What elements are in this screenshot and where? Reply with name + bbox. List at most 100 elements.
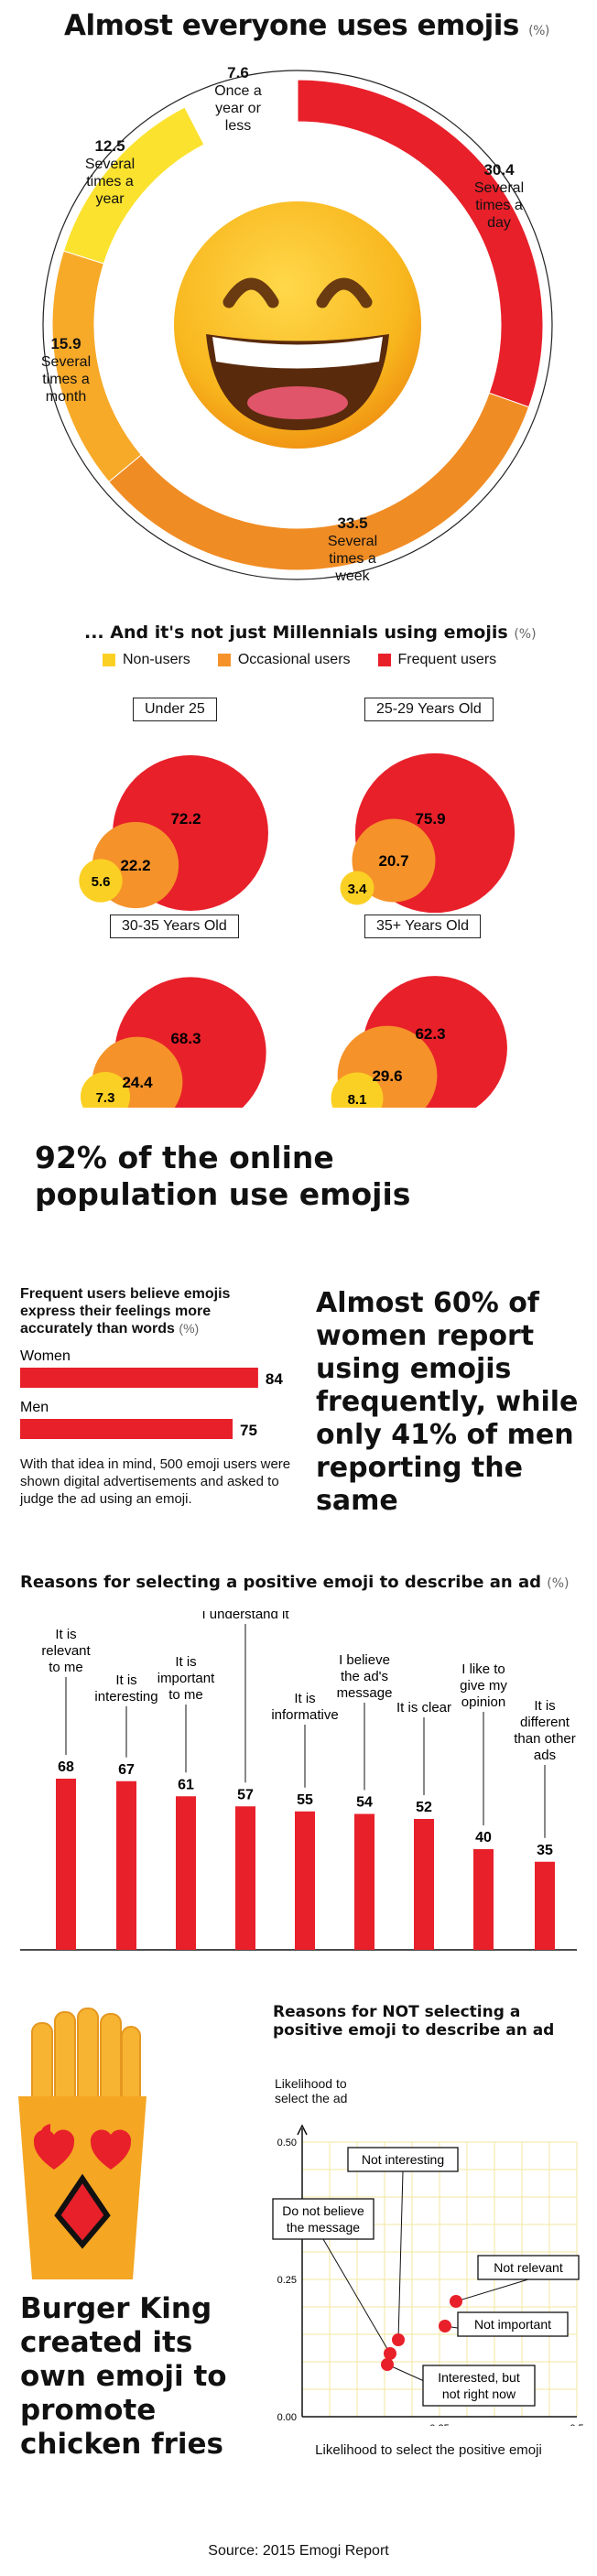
reasons-category-label: It is clear: [396, 1700, 451, 1716]
reasons-bar-group-it-is-important-to-me: 61 It is important to me: [157, 1654, 215, 1950]
scatter-xtick: 0.5: [570, 2423, 583, 2426]
age-label-25-29: 25-29 Years Old: [364, 698, 494, 721]
women-stat: Almost 60% of women report using emojis …: [316, 1287, 579, 1517]
scatter-point-interested-but-not-right-now: Interested, but not right now: [381, 2358, 536, 2407]
scatter-point-do-not-believe-the-message: Do not believe the message: [272, 2198, 396, 2360]
bubble-group-35-years-old: 62.3 29.6 8.1: [331, 976, 507, 1108]
feelings-bar-men: [20, 1419, 233, 1439]
ring-text-year: Several times a year: [84, 157, 136, 207]
scatter-title: Reasons for NOT selecting a positive emo…: [273, 2003, 555, 2040]
reasons-bar: [354, 1813, 374, 1950]
ring-title-text: Almost everyone uses emojis: [64, 9, 519, 42]
ring-text-once: Once a year or less: [214, 83, 262, 134]
ring-label-several-month: 15.9 Several times a month: [20, 335, 112, 406]
bubble-group-30-35-years-old: 68.3 24.4 7.3: [80, 977, 266, 1108]
legend-occasional-users: Occasional users: [217, 652, 351, 668]
reasons-value: 54: [356, 1795, 373, 1811]
reasons-bar: [235, 1806, 255, 1950]
scatter-label-box: [422, 2365, 536, 2407]
bubble-non-user: [79, 859, 123, 903]
bubble-frequent-label: 75.9: [415, 810, 445, 828]
reasons-category-label: I believe the ad's message: [337, 1652, 393, 1701]
legend-non-users: Non-users: [103, 652, 190, 668]
scatter-label-box: [272, 2198, 374, 2240]
bubble-non-user: [80, 1071, 131, 1108]
ring-text-week: Several times a week: [327, 534, 378, 584]
ring-label-several-week: 33.5 Several times a week: [307, 514, 398, 585]
reasons-category-label: It is informative: [271, 1691, 338, 1723]
reasons-bar: [116, 1780, 136, 1950]
reasons-value: 40: [475, 1830, 492, 1845]
feelings-title: Frequent users believe emojis express th…: [20, 1285, 277, 1337]
reasons-value: 67: [118, 1762, 135, 1778]
reasons-bar-group-i-believe-the-ad-s-message: 54 I believe the ad's message: [337, 1652, 393, 1950]
ring-label-several-year: 12.5 Several times a year: [73, 137, 147, 208]
reasons-value: 68: [58, 1759, 74, 1775]
reasons-title-text: Reasons for selecting a positive emoji t…: [20, 1573, 541, 1592]
scatter-ytick: 0.50: [277, 2138, 297, 2148]
age-label-under-25: Under 25: [133, 698, 217, 721]
bubble-occasional-label: 24.4: [122, 1074, 153, 1091]
legend-swatch: [217, 654, 231, 666]
scatter-point-label: Not relevant: [494, 2260, 563, 2275]
reasons-bar-group-i-understand-it: 57 I understand it: [201, 1611, 289, 1950]
ring-title: Almost everyone uses emojis (%): [64, 9, 549, 42]
feelings-category-women: Women: [20, 1348, 71, 1364]
bubble-group-under-25: 72.2 22.2 5.6: [79, 755, 268, 911]
scatter-chart: 0.00 0.25 0.50 0.25 0.5 Not interesting Do not…: [272, 2124, 584, 2426]
reasons-category-label: It is relevant to me: [41, 1627, 91, 1675]
reasons-category-label: It is different than other ads: [514, 1698, 576, 1763]
ring-chart: [42, 70, 553, 580]
feelings-bar-chart: Women 84 Men 75: [20, 1348, 283, 1439]
ring-title-unit: (%): [528, 24, 549, 38]
age-label-30-35: 30-35 Years Old: [110, 915, 239, 938]
bubble-non-user-label: 5.6: [92, 874, 111, 890]
bubble-occasional-label: 20.7: [378, 852, 408, 870]
legend-label: Frequent users: [397, 652, 497, 667]
scatter-label-box: [457, 2311, 569, 2337]
scatter-ylabel: Likelihood to select the ad: [275, 2076, 348, 2105]
legend-frequent-users: Frequent users: [377, 652, 497, 668]
bubble-occasional-label: 22.2: [120, 857, 150, 874]
scatter-ytick: 0.25: [277, 2275, 297, 2286]
source-note: Source: 2015 Emogi Report: [208, 2543, 389, 2559]
burger-king-text: Burger King created its own emoji to pro…: [20, 2292, 227, 2461]
reasons-bar-group-it-is-interesting: 67 It is interesting: [94, 1672, 158, 1950]
stat-92-percent: 92% of the online population use emojis: [35, 1140, 411, 1212]
reasons-bar: [176, 1796, 196, 1950]
scatter-dot: [384, 2347, 396, 2360]
scatter-dot: [392, 2333, 405, 2346]
reasons-bar-group-it-is-clear: 52 It is clear: [396, 1700, 451, 1950]
scatter-xlabel: Likelihood to select the positive emoji: [315, 2442, 542, 2458]
ring-value-month: 15.9: [50, 335, 81, 352]
feelings-category-men: Men: [20, 1400, 49, 1415]
bubbles-title: ... And it's not just Millennials using …: [84, 622, 537, 643]
reasons-value: 57: [237, 1787, 254, 1802]
reasons-category-label: I like to give my opinion: [460, 1661, 507, 1710]
reasons-bar-group-i-like-to-give-my-opinion: 40 I like to give my opinion: [460, 1661, 507, 1950]
reasons-category-label: It is important to me: [157, 1654, 215, 1703]
reasons-value: 52: [416, 1800, 432, 1815]
bubbles-title-unit: (%): [514, 627, 537, 642]
bubbles-chart: 72.2 22.2 5.6 75.9 20.7 3.4 68.3 24.4 7.3 62.3 29.…: [79, 752, 516, 1108]
legend-label: Occasional users: [237, 652, 351, 667]
ring-text-month: Several times a month: [40, 354, 92, 405]
reasons-bar: [414, 1819, 434, 1950]
bubble-non-user-label: 3.4: [348, 882, 368, 897]
bubble-frequent-label: 68.3: [170, 1030, 201, 1047]
legend-swatch: [103, 654, 115, 666]
scatter-leader-line: [455, 2278, 529, 2302]
scatter-point-not-interesting: Not interesting: [347, 2147, 459, 2346]
reasons-bar: [535, 1861, 555, 1950]
bubble-occasional: [352, 818, 436, 903]
ring-value-year: 12.5: [94, 137, 125, 155]
ring-label-once-a-year: 7.6 Once a year or less: [183, 64, 293, 135]
reasons-title: Reasons for selecting a positive emoji t…: [20, 1573, 570, 1592]
scatter-dot: [439, 2320, 451, 2332]
bubble-non-user: [340, 871, 374, 905]
ring-text-day: Several times a day: [473, 180, 525, 231]
scatter-point-label: Not important: [474, 2317, 551, 2332]
bubble-occasional-label: 29.6: [372, 1067, 402, 1085]
reasons-bar-group-it-is-different-than-other-ads: 35 It is different than other ads: [514, 1698, 576, 1950]
